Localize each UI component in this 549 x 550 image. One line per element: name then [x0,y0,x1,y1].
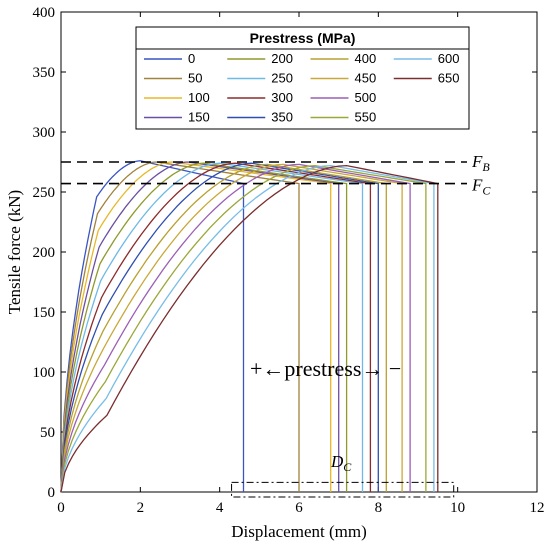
y-tick-label: 400 [33,5,56,21]
fc-label-symbol: F [471,176,483,195]
dc-label-symbol: D [330,452,344,471]
y-axis-title: Tensile force (kN) [5,190,24,314]
legend-label-50: 50 [188,71,202,86]
fc-label: FC [471,176,491,198]
fb-label-subscript: B [482,160,490,174]
legend-label-600: 600 [438,51,460,66]
legend-label-500: 500 [355,90,377,105]
x-tick-label: 0 [57,500,65,516]
y-tick-label: 150 [33,305,56,321]
series-line-0 [60,160,245,493]
y-tick-label: 250 [33,185,56,201]
series-line-450 [60,163,403,493]
dc-label: DC [330,452,352,474]
legend-label-400: 400 [355,51,377,66]
series-line-200 [60,162,348,493]
x-tick-label: 2 [137,500,145,516]
legend-label-250: 250 [271,71,293,86]
legend-label-100: 100 [188,90,210,105]
series-line-300 [60,162,372,493]
legend: Prestress (MPa) 0 50 100 150 200 250 300 350 400 4… [135,26,470,130]
legend-label-450: 450 [355,71,377,86]
y-tick-label: 200 [33,245,56,261]
series-line-100 [60,161,332,493]
x-tick-label: 8 [375,500,383,516]
legend-label-550: 550 [355,110,377,125]
series-line-400 [60,163,387,493]
x-tick-label: 10 [450,500,465,516]
x-tick-label: 4 [216,500,224,516]
series-line-650 [60,164,439,493]
dc-box [231,481,455,498]
x-tick-label: 12 [530,500,545,516]
y-tick-label: 300 [33,125,56,141]
fb-label: FB [471,152,490,174]
y-tick-label: 350 [33,65,56,81]
legend-label-150: 150 [188,110,210,125]
series-line-150 [60,161,340,493]
x-axis-title: Displacement (mm) [231,522,367,541]
legend-label-200: 200 [271,51,293,66]
fb-label-symbol: F [471,152,483,171]
legend-title: Prestress (MPa) [250,30,356,46]
series-line-500 [60,163,411,493]
series-line-600 [60,164,435,493]
y-tick-label: 50 [40,425,55,441]
fc-label-subscript: C [482,184,491,198]
y-tick-label: 0 [48,485,56,501]
reference-lines-layer [61,161,467,185]
y-tick-label: 100 [33,365,56,381]
dc-label-subscript: C [343,460,352,474]
series-line-550 [60,164,427,493]
legend-label-300: 300 [271,90,293,105]
legend-label-650: 650 [438,71,460,86]
x-tick-label: 6 [295,500,303,516]
legend-label-350: 350 [271,110,293,125]
prestress-label: +←prestress→ − [250,356,401,381]
axes-layer: 0 2 4 6 8 10 12 0 50 100 150 200 250 300 350 400 Displac… [5,5,545,541]
legend-label-0: 0 [188,51,195,66]
series-layer [60,160,439,493]
